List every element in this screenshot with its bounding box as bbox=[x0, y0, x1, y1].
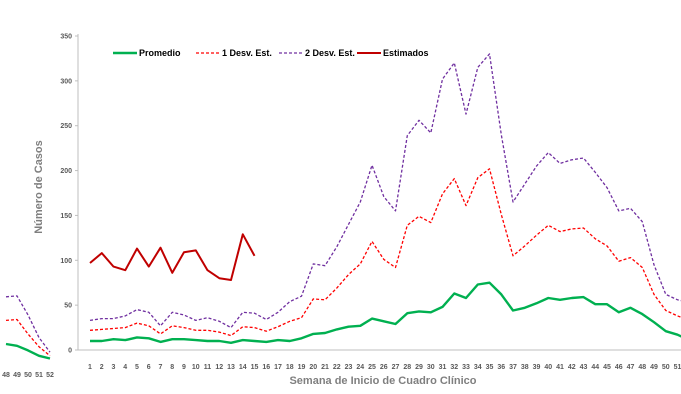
x-tick-label: 34 bbox=[474, 364, 482, 371]
x-tick-label: 29 bbox=[415, 364, 423, 371]
x-axis-title: Semana de Inicio de Cuadro Clínico bbox=[289, 375, 476, 387]
x-tick-label: 27 bbox=[392, 364, 400, 371]
x-tick-label: 21 bbox=[321, 364, 329, 371]
x-tick-label: 28 bbox=[403, 364, 411, 371]
x-tick-label: 2 bbox=[100, 364, 104, 371]
series-line-2-desv-est bbox=[89, 53, 681, 329]
x-tick-label: 35 bbox=[486, 364, 494, 371]
x-tick-label: 22 bbox=[333, 364, 341, 371]
legend-label-2-desv-est: 2 Desv. Est. bbox=[305, 48, 355, 58]
x-tick-label: 15 bbox=[251, 364, 259, 371]
partial-x-tick-label: 48 bbox=[2, 372, 10, 379]
x-tick-label: 50 bbox=[662, 364, 670, 371]
x-tick-label: 51 bbox=[674, 364, 681, 371]
x-tick-label: 41 bbox=[556, 364, 564, 371]
x-tick-label: 14 bbox=[239, 364, 247, 371]
series-line-promedio bbox=[90, 281, 681, 344]
x-tick-label: 38 bbox=[521, 364, 529, 371]
y-tick-label: 150 bbox=[60, 213, 72, 220]
series-line-1-desv-est bbox=[89, 168, 681, 337]
x-tick-label: 42 bbox=[568, 364, 576, 371]
x-tick-label: 11 bbox=[204, 364, 212, 371]
x-tick-label: 7 bbox=[159, 364, 163, 371]
x-tick-label: 10 bbox=[192, 364, 200, 371]
partial-x-tick-label: 51 bbox=[35, 372, 43, 379]
y-axis-title: Número de Casos bbox=[33, 140, 45, 234]
x-tick-label: 4 bbox=[123, 364, 127, 371]
legend-label-estimados: Estimados bbox=[383, 48, 429, 58]
x-tick-label: 47 bbox=[627, 364, 635, 371]
x-tick-label: 12 bbox=[215, 364, 223, 371]
x-tick-label: 1 bbox=[88, 364, 92, 371]
x-tick-label: 6 bbox=[147, 364, 151, 371]
x-tick-label: 44 bbox=[591, 364, 599, 371]
x-tick-label: 33 bbox=[462, 364, 470, 371]
x-tick-label: 36 bbox=[497, 364, 505, 371]
x-tick-label: 20 bbox=[309, 364, 317, 371]
x-tick-label: 30 bbox=[427, 364, 435, 371]
x-tick-label: 46 bbox=[615, 364, 623, 371]
x-tick-label: 39 bbox=[533, 364, 541, 371]
x-tick-label: 18 bbox=[286, 364, 294, 371]
x-tick-label: 26 bbox=[380, 364, 388, 371]
legend-label-promedio: Promedio bbox=[139, 48, 181, 58]
x-tick-label: 32 bbox=[450, 364, 458, 371]
x-tick-label: 31 bbox=[439, 364, 447, 371]
x-tick-label: 24 bbox=[356, 364, 364, 371]
x-tick-label: 40 bbox=[544, 364, 552, 371]
partial-series-line-2-desv-est bbox=[5, 295, 51, 353]
partial-chart-left: 48 49 50 51 52 bbox=[2, 295, 54, 379]
x-tick-label: 25 bbox=[368, 364, 376, 371]
x-tick-label: 43 bbox=[580, 364, 588, 371]
x-tick-label: 17 bbox=[274, 364, 282, 371]
y-tick-label: 250 bbox=[60, 123, 72, 130]
y-tick-label: 200 bbox=[60, 168, 72, 175]
x-tick-label: 16 bbox=[262, 364, 270, 371]
y-tick-label: 300 bbox=[60, 78, 72, 85]
x-tick-label: 45 bbox=[603, 364, 611, 371]
partial-x-tick-label: 52 bbox=[46, 372, 54, 379]
x-tick-label: 49 bbox=[650, 364, 658, 371]
x-tick-label: 3 bbox=[112, 364, 116, 371]
y-tick-label: 350 bbox=[60, 34, 72, 41]
x-tick-label: 37 bbox=[509, 364, 517, 371]
partial-series-line-promedio bbox=[5, 342, 51, 360]
partial-x-tick-label: 50 bbox=[24, 372, 32, 379]
y-tick-label: 0 bbox=[68, 348, 72, 355]
x-tick-label: 13 bbox=[227, 364, 235, 371]
partial-series-line-1-desv-est bbox=[5, 318, 51, 357]
legend-label-1-desv-est: 1 Desv. Est. bbox=[222, 48, 272, 58]
x-tick-label: 19 bbox=[298, 364, 306, 371]
x-tick-label: 9 bbox=[182, 364, 186, 371]
x-tick-label: 48 bbox=[638, 364, 646, 371]
x-tick-label: 5 bbox=[135, 364, 139, 371]
x-tick-label: 8 bbox=[170, 364, 174, 371]
y-tick-label: 50 bbox=[64, 303, 72, 310]
y-tick-label: 100 bbox=[60, 258, 72, 265]
series-line-estimados bbox=[89, 233, 256, 281]
x-tick-label: 23 bbox=[345, 364, 353, 371]
partial-x-tick-label: 49 bbox=[13, 372, 21, 379]
